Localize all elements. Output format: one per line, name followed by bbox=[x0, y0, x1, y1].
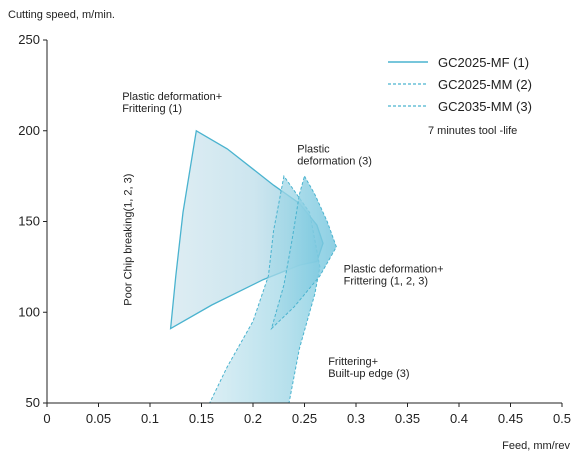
y-tick-label: 150 bbox=[18, 214, 40, 229]
annotation-line: Built-up edge (3) bbox=[328, 368, 409, 380]
region-3 bbox=[270, 174, 337, 331]
x-tick-label: 0.25 bbox=[292, 411, 317, 426]
y-tick-label: 50 bbox=[26, 395, 40, 410]
legend: GC2025-MF (1) GC2025-MM (2) GC2035-MM (3) 7… bbox=[388, 55, 532, 137]
annotation-line: Plastic deformation+ bbox=[344, 263, 444, 275]
legend-note: 7 minutes tool -life bbox=[428, 125, 517, 137]
annotation-line: Plastic deformation+ bbox=[122, 91, 222, 103]
x-tick-label: 0.05 bbox=[86, 411, 111, 426]
legend-label-1: GC2025-MF (1) bbox=[438, 55, 529, 70]
y-tick-label: 200 bbox=[18, 123, 40, 138]
legend-label-2: GC2025-MM (2) bbox=[438, 77, 532, 92]
annotation-line: Frittering+ bbox=[328, 356, 378, 368]
x-tick-label: 0.2 bbox=[244, 411, 262, 426]
regions-layer bbox=[169, 129, 337, 404]
annotation-line: Poor Chip breaking(1, 2, 3) bbox=[122, 174, 134, 306]
annotation-line: Frittering (1) bbox=[122, 103, 182, 115]
annotation-line: Plastic bbox=[297, 144, 330, 156]
axes-layer: 50 100 150 200 250 0 0.05 0.1 0.15 0.2 0.25 0.3 0.35… bbox=[8, 9, 571, 452]
annotation-1: Plastic deformation+ Frittering (1) bbox=[122, 91, 222, 115]
annotation-5: Poor Chip breaking(1, 2, 3) bbox=[122, 174, 134, 306]
y-tick-label: 250 bbox=[18, 32, 40, 47]
annotation-2: Plastic deformation (3) bbox=[297, 144, 372, 168]
annotation-line: Frittering (1, 2, 3) bbox=[344, 275, 428, 287]
annotation-3: Plastic deformation+ Frittering (1, 2, 3) bbox=[344, 263, 444, 287]
x-tick-label: 0.4 bbox=[450, 411, 468, 426]
annotations-layer: Plastic deformation+ Frittering (1)Plasti… bbox=[122, 91, 443, 380]
x-tick-label: 0.3 bbox=[347, 411, 365, 426]
x-tick-label: 0.35 bbox=[395, 411, 420, 426]
annotation-line: deformation (3) bbox=[297, 156, 372, 168]
x-tick-label: 0 bbox=[43, 411, 50, 426]
x-tick-label: 0.45 bbox=[498, 411, 523, 426]
x-axis-title: Feed, mm/rev bbox=[502, 440, 570, 452]
y-tick-label: 100 bbox=[18, 304, 40, 319]
legend-label-3: GC2035-MM (3) bbox=[438, 99, 532, 114]
x-tick-label: 0.1 bbox=[141, 411, 159, 426]
x-tick-label: 0.5 bbox=[553, 411, 571, 426]
y-axis-title: Cutting speed, m/min. bbox=[8, 9, 115, 21]
annotation-4: Frittering+ Built-up edge (3) bbox=[328, 356, 409, 380]
x-tick-label: 0.15 bbox=[189, 411, 214, 426]
